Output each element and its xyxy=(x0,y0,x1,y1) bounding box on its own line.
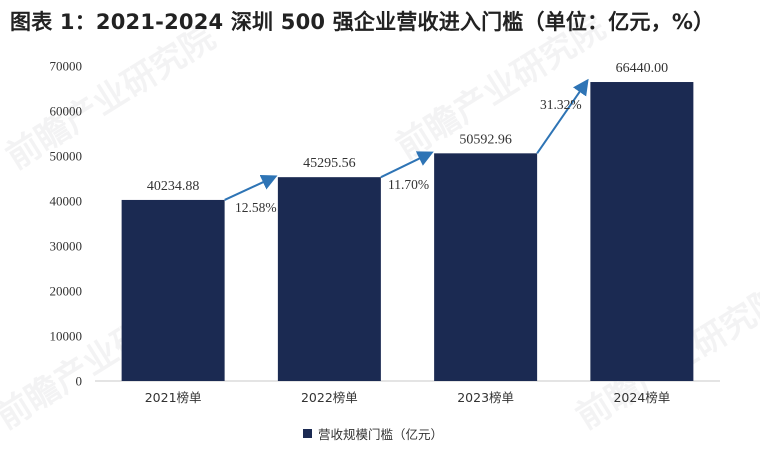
legend: 营收规模门槛（亿元） xyxy=(303,424,443,443)
data-label: 50592.96 xyxy=(459,132,512,147)
x-tick-label: 2023榜单 xyxy=(457,390,514,405)
x-tick-label: 2024榜单 xyxy=(613,390,670,405)
legend-label: 营收规模门槛（亿元） xyxy=(318,427,444,442)
chart-title: 图表 1：2021-2024 深圳 500 强企业营收进入门槛（单位：亿元，%） xyxy=(10,10,715,34)
bar xyxy=(590,82,694,382)
y-tick-label: 30000 xyxy=(50,239,83,254)
growth-arrow xyxy=(536,78,589,154)
growth-arrow xyxy=(224,174,278,201)
bar xyxy=(277,177,381,381)
x-tick-label: 2022榜单 xyxy=(301,390,358,405)
y-tick-label: 60000 xyxy=(50,104,83,119)
growth-rate-label: 11.70% xyxy=(388,177,429,192)
y-tick-label: 20000 xyxy=(50,284,83,299)
y-tick-label: 0 xyxy=(76,374,83,389)
data-label: 40234.88 xyxy=(147,179,200,194)
bar xyxy=(434,153,538,381)
y-tick-label: 70000 xyxy=(50,59,83,74)
data-label: 66440.00 xyxy=(616,61,669,76)
bar xyxy=(121,199,225,381)
y-tick-label: 40000 xyxy=(50,194,83,209)
growth-rate-label: 12.58% xyxy=(235,200,277,215)
data-label: 45295.56 xyxy=(303,156,356,171)
y-tick-label: 50000 xyxy=(50,149,83,164)
growth-arrow xyxy=(380,151,434,179)
y-tick-label: 10000 xyxy=(50,329,83,344)
x-tick-label: 2021榜单 xyxy=(145,390,202,405)
legend-swatch xyxy=(303,429,312,438)
growth-rate-label: 31.32% xyxy=(540,97,582,112)
